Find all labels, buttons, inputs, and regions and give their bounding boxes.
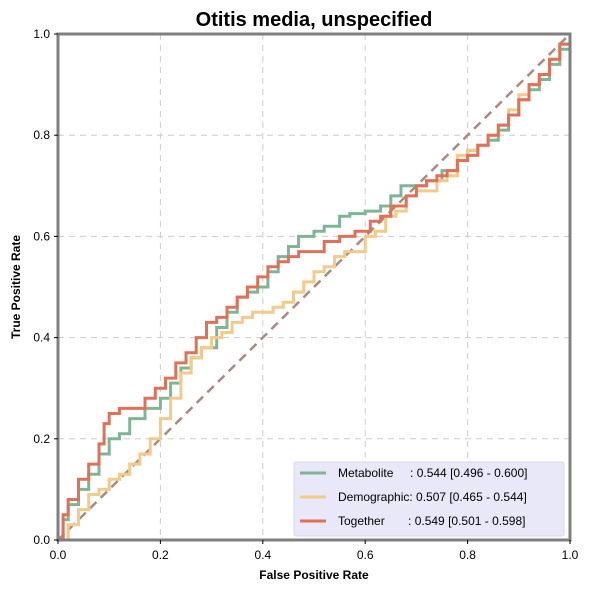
x-tick-label: 0.2 <box>152 548 169 562</box>
legend: Metabolite : 0.544 [0.496 - 0.600] Demogr… <box>293 461 565 537</box>
roc-curve-metabolite <box>58 34 572 542</box>
x-axis-label: False Positive Rate <box>259 568 369 582</box>
chart-title: Otitis media, unspecified <box>196 9 433 31</box>
y-tick-label: 0.8 <box>33 128 50 142</box>
plot-frame <box>56 32 572 542</box>
series-group <box>58 34 572 542</box>
x-tick-label: 0.8 <box>459 548 476 562</box>
legend-box <box>293 461 565 537</box>
y-ticks: 0.0 0.2 0.4 0.6 0.8 1.0 <box>33 27 58 547</box>
x-ticks: 0.0 0.2 0.4 0.6 0.8 1.0 <box>50 540 579 562</box>
roc-curve-together <box>58 34 572 542</box>
x-tick-label: 0.6 <box>357 548 374 562</box>
y-tick-label: 0.6 <box>33 229 50 243</box>
y-tick-label: 0.0 <box>33 533 50 547</box>
legend-entry: Together : 0.549 [0.501 - 0.598] <box>338 514 525 528</box>
y-tick-label: 1.0 <box>33 27 50 41</box>
y-tick-label: 0.4 <box>33 331 50 345</box>
x-tick-label: 0.4 <box>254 548 271 562</box>
y-axis-label: True Positive Rate <box>9 235 23 339</box>
y-tick-label: 0.2 <box>33 432 50 446</box>
legend-entry: Metabolite : 0.544 [0.496 - 0.600] <box>338 466 527 480</box>
legend-entry: Demographic: 0.507 [0.465 - 0.544] <box>338 490 527 504</box>
x-tick-label: 0.0 <box>50 548 67 562</box>
x-tick-label: 1.0 <box>562 548 579 562</box>
